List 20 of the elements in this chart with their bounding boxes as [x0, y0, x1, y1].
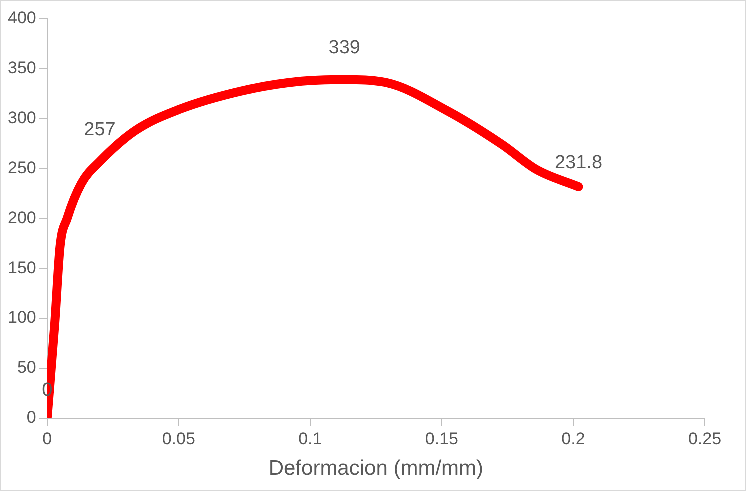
x-tick-label: 0.15	[425, 429, 458, 448]
x-tick-label: 0	[42, 429, 52, 448]
y-tick-label: 0	[26, 408, 36, 428]
x-tick-label: 0.1	[298, 429, 322, 448]
data-label: 0	[42, 380, 53, 402]
x-tick-label: 0.2	[562, 429, 586, 448]
x-tick-label: 0.05	[162, 429, 196, 448]
y-tick-label: 350	[8, 58, 36, 78]
x-tick-label: 0.25	[688, 429, 722, 448]
y-tick-label: 300	[8, 108, 36, 128]
data-label: 257	[84, 120, 116, 141]
y-tick-label: 100	[8, 308, 36, 328]
data-label: 339	[328, 38, 360, 59]
y-tick-label: 50	[17, 358, 36, 378]
y-tick-label: 400	[8, 8, 36, 28]
y-tick-label: 200	[8, 208, 36, 228]
y-tick-label: 150	[8, 258, 36, 278]
y-tick-label: 250	[8, 158, 36, 178]
x-axis-title: Deformacion (mm/mm)	[268, 457, 484, 480]
data-label: 231.8	[554, 152, 603, 174]
